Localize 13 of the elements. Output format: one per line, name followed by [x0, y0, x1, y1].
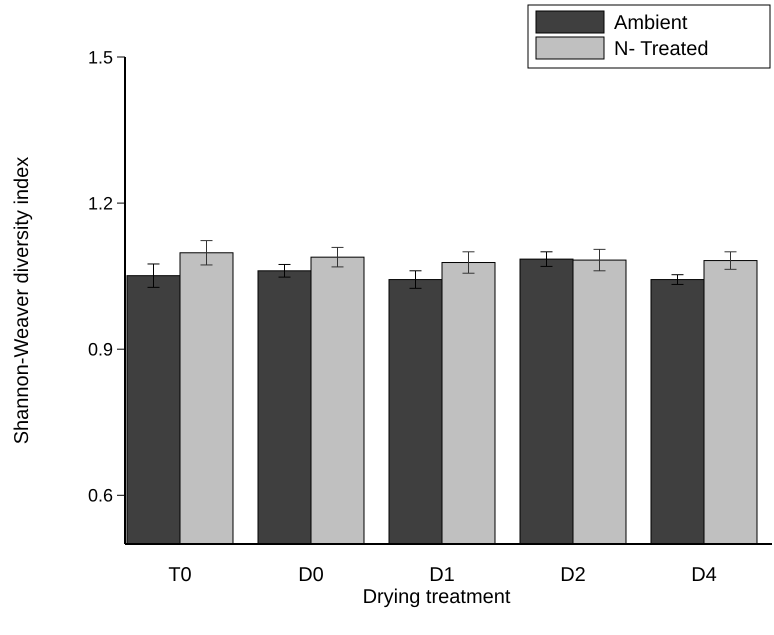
x-tick-label: D2 — [560, 564, 586, 586]
x-tick-label: D0 — [298, 564, 324, 586]
y-tick-label: 1.2 — [88, 193, 113, 214]
y-tick-label: 1.5 — [88, 47, 113, 68]
x-axis-title: Drying treatment — [362, 586, 511, 608]
x-tick-label: D4 — [691, 564, 717, 586]
y-tick-label: 0.9 — [88, 340, 113, 360]
x-tick-label: T0 — [168, 564, 192, 586]
legend-label: N- Treated — [614, 38, 708, 60]
y-tick-label: 0.6 — [88, 486, 113, 506]
legend-label: Ambient — [614, 12, 688, 34]
x-tick-label: D1 — [429, 564, 455, 586]
y-axis-title: Shannon-Weaver diversity index — [11, 156, 33, 444]
